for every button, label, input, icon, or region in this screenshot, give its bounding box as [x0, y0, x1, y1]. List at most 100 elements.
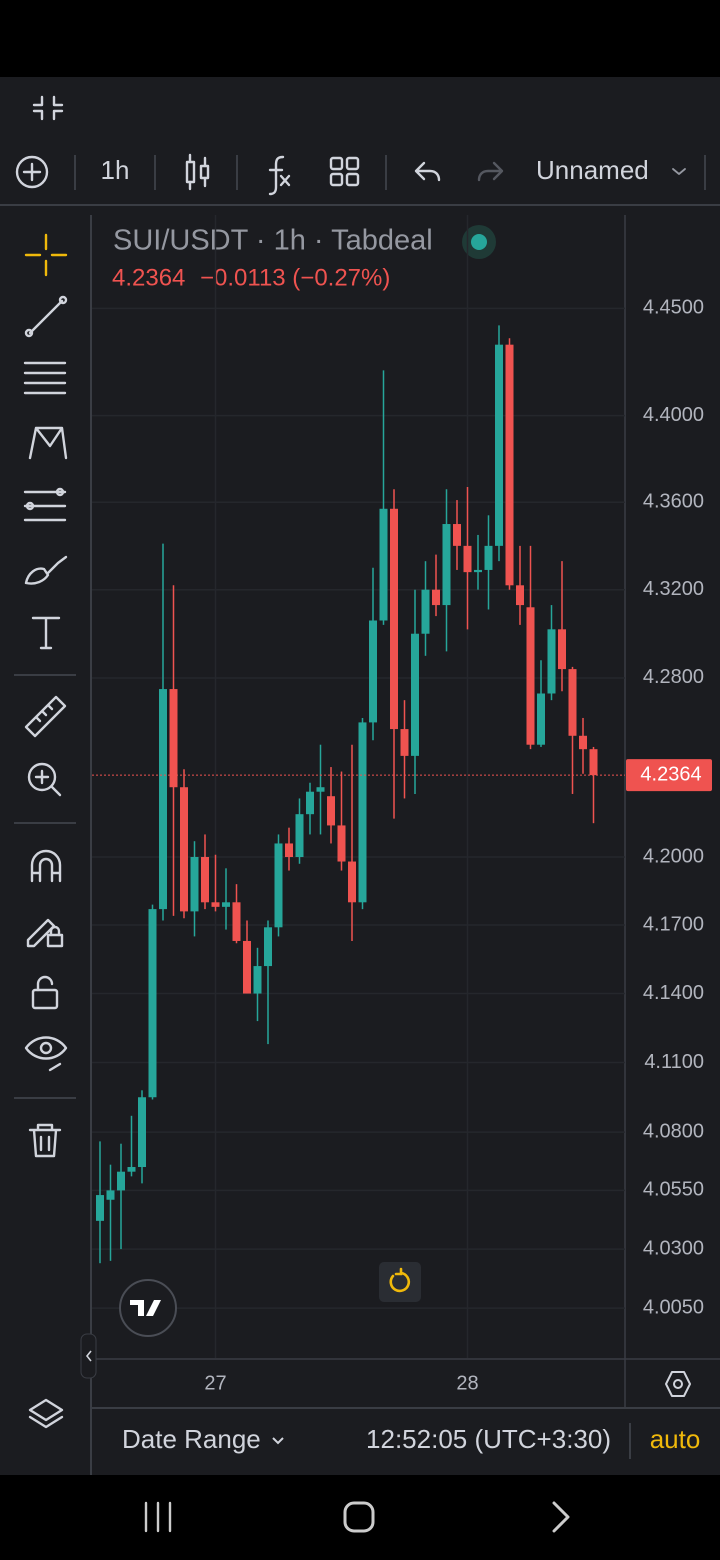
- back-button[interactable]: [552, 1501, 570, 1533]
- reset-button[interactable]: [379, 1262, 421, 1302]
- status-bar: [0, 0, 720, 77]
- candle-body: [180, 787, 188, 912]
- ruler-tool[interactable]: [24, 695, 67, 738]
- candle-body: [211, 902, 220, 907]
- nav-bar: [0, 1475, 720, 1560]
- crosshair-tool[interactable]: [24, 233, 68, 277]
- candle-body: [169, 689, 178, 788]
- candle-body: [453, 524, 461, 546]
- candle-body: [484, 545, 493, 570]
- y-tick-label: 4.0050: [643, 1296, 704, 1318]
- candle-body: [369, 620, 377, 723]
- collapse-chevron: [85, 1350, 92, 1362]
- candle-body: [232, 902, 241, 941]
- candle-body: [148, 909, 157, 1098]
- layout-button[interactable]: [329, 156, 360, 187]
- candle-body: [463, 545, 472, 573]
- date-range-button[interactable]: Date Range: [122, 1424, 261, 1454]
- x-tick-label: 27: [204, 1372, 226, 1394]
- unlock-tool[interactable]: [31, 975, 59, 1010]
- candle-body: [390, 508, 398, 730]
- brush-tool[interactable]: [24, 555, 68, 585]
- y-tick-label: 4.4500: [643, 297, 704, 319]
- y-tick-label: 4.3600: [643, 491, 704, 513]
- delete-tool[interactable]: [28, 1123, 62, 1158]
- candle-body: [274, 843, 283, 928]
- candle-body: [516, 585, 524, 606]
- collapse-toolbar-tab[interactable]: [80, 1333, 97, 1379]
- candle-body: [379, 508, 388, 621]
- y-tick-label: 4.1700: [643, 913, 704, 935]
- pattern-tool[interactable]: [28, 426, 68, 460]
- candle-body: [579, 735, 587, 750]
- y-tick-label: 4.0550: [643, 1179, 704, 1201]
- candle-body: [243, 940, 251, 994]
- candle-body: [505, 344, 514, 586]
- indicators-button[interactable]: [268, 155, 291, 196]
- interval-button[interactable]: 1h: [101, 155, 130, 185]
- trend-line-tool[interactable]: [24, 295, 68, 338]
- last-price-label: 4.2364: [640, 763, 701, 785]
- candle-body: [337, 825, 346, 862]
- candle-body: [400, 729, 409, 756]
- candle-body: [127, 1167, 136, 1172]
- candle-body: [421, 589, 430, 634]
- candle-body: [495, 344, 503, 546]
- collapse-button[interactable]: [32, 95, 64, 121]
- layout-name[interactable]: Unnamed: [536, 155, 649, 185]
- candle-body: [526, 607, 535, 745]
- market-status: [471, 234, 487, 250]
- y-tick-label: 4.2000: [643, 845, 704, 867]
- candle-body: [537, 693, 545, 745]
- y-tick-label: 4.1400: [643, 982, 704, 1004]
- layers-button[interactable]: [28, 1398, 64, 1429]
- y-tick-label: 4.2800: [643, 666, 704, 688]
- y-tick-label: 4.0800: [643, 1120, 704, 1142]
- logo-mark: [130, 1300, 161, 1316]
- candle-body: [442, 524, 451, 606]
- home-button[interactable]: [343, 1501, 375, 1533]
- candle-body: [411, 633, 419, 756]
- candle-body: [432, 589, 440, 606]
- date-range-chevron: [272, 1437, 284, 1445]
- fib-tool[interactable]: [23, 487, 67, 522]
- candle-body: [316, 787, 325, 792]
- candle-body: [474, 569, 482, 573]
- candle-body: [568, 669, 577, 736]
- text-tool[interactable]: [31, 616, 61, 650]
- candle-body: [201, 857, 209, 903]
- candle-body: [253, 966, 262, 994]
- candle-body: [558, 629, 566, 670]
- legend: SUI/USDT · 1h · Tabdeal 4.2364 −0.0113 (…: [112, 225, 496, 291]
- symbol-title: SUI/USDT · 1h · Tabdeal: [113, 225, 433, 257]
- x-tick-label: 28: [456, 1372, 478, 1394]
- reset-icon: [389, 1267, 411, 1293]
- horizontal-lines-tool[interactable]: [23, 361, 67, 395]
- settings-button[interactable]: [665, 1371, 691, 1397]
- candle-body: [589, 749, 598, 776]
- layout-menu-chevron[interactable]: [672, 168, 686, 175]
- add-button[interactable]: [15, 155, 49, 189]
- candle-body: [285, 843, 293, 858]
- magnet-tool[interactable]: [30, 849, 62, 883]
- redo-button[interactable]: [477, 161, 504, 182]
- recent-apps-button[interactable]: [144, 1501, 172, 1533]
- undo-button[interactable]: [414, 161, 441, 182]
- candle-body: [327, 796, 335, 826]
- y-tick-label: 4.4000: [643, 404, 704, 426]
- candle-body: [106, 1190, 115, 1200]
- visibility-tool[interactable]: [24, 1036, 68, 1072]
- chart-type-button[interactable]: [185, 153, 210, 191]
- auto-scale-button[interactable]: auto: [650, 1424, 701, 1454]
- y-tick-label: 4.0300: [643, 1237, 704, 1259]
- zoom-tool[interactable]: [27, 762, 62, 797]
- tradingview-logo[interactable]: [119, 1279, 177, 1337]
- candle-body: [222, 902, 230, 907]
- legend-price: 4.2364: [112, 264, 185, 291]
- y-tick-label: 4.1100: [644, 1051, 704, 1073]
- candle-body: [190, 857, 199, 912]
- candle-body: [306, 791, 314, 815]
- lock-drawing-tool[interactable]: [26, 918, 64, 948]
